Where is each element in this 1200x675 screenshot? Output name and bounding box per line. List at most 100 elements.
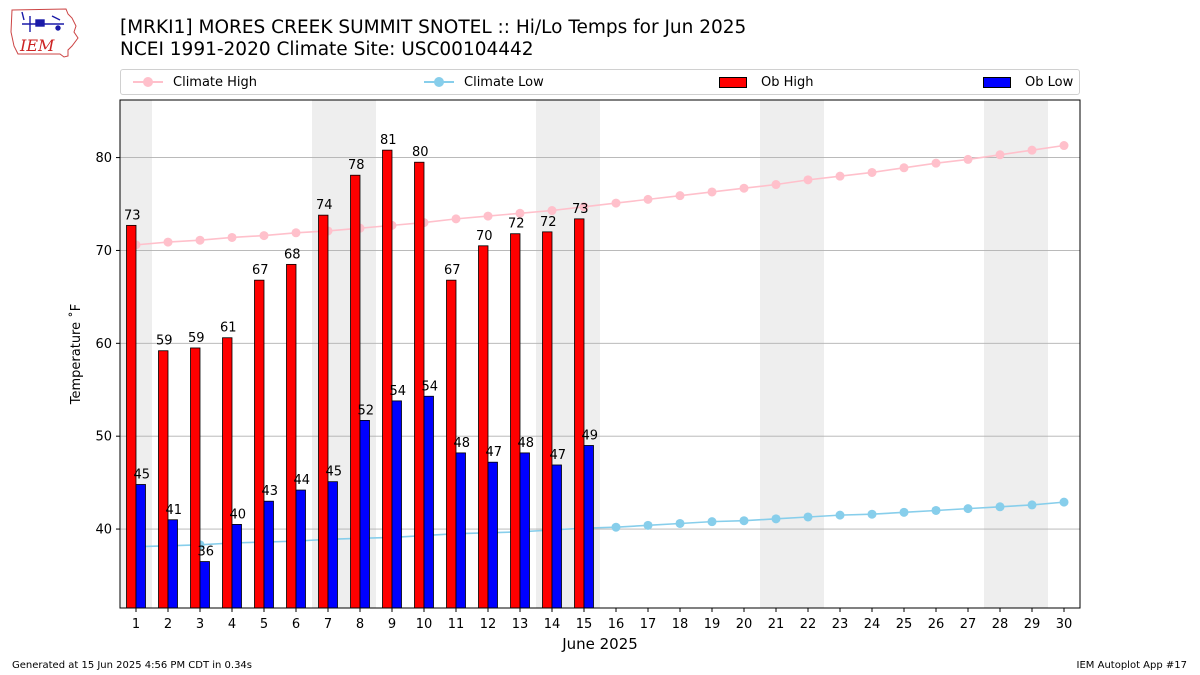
climate-high-point (803, 175, 813, 185)
climate-high-point (931, 158, 941, 168)
ob-high-label: 68 (284, 247, 301, 262)
x-tick-label: 27 (960, 617, 977, 632)
ob-low-label: 45 (133, 467, 150, 482)
climate-high-point (1027, 145, 1037, 155)
ob-low-label: 48 (517, 436, 534, 451)
x-tick-label: 12 (480, 617, 497, 632)
climate-high-point (547, 206, 557, 216)
y-tick-label: 40 (95, 523, 112, 538)
climate-low-point (867, 509, 877, 519)
x-tick-label: 9 (388, 617, 396, 632)
climate-low-point (611, 522, 621, 532)
climate-high-point (451, 214, 461, 224)
x-tick-label: 25 (896, 617, 913, 632)
ob-high-bar (510, 233, 521, 609)
ob-high-label: 59 (188, 331, 205, 346)
climate-low-point (1027, 500, 1037, 510)
climate-low-point (835, 510, 845, 520)
iem-logo: IEM (10, 8, 79, 58)
climate-high-point (963, 154, 973, 164)
ob-high-label: 78 (348, 158, 365, 173)
chart-legend: Climate High Climate Low Ob High Ob Low (120, 69, 1080, 95)
app-credit: IEM Autoplot App #17 (1076, 660, 1187, 671)
ob-low-label: 43 (261, 484, 278, 499)
climate-high-point (195, 235, 205, 245)
climate-high-point (771, 180, 781, 190)
ob-low-bar (423, 395, 434, 609)
ob-low-bar (167, 519, 178, 609)
legend-label-ob-low: Ob Low (1025, 74, 1074, 90)
ob-low-bar (551, 464, 562, 609)
logo-text: IEM (19, 36, 55, 55)
climate-low-point (739, 516, 749, 526)
climate-high-point (515, 208, 525, 218)
climate-high-swatch (133, 76, 163, 88)
climate-high-point (291, 228, 301, 238)
climate-high-point (1059, 141, 1069, 151)
climate-low-point (899, 507, 909, 517)
weekend-shade (792, 100, 824, 608)
ob-low-bar (295, 489, 306, 609)
climate-high-point (259, 231, 269, 241)
ob-low-label: 49 (581, 428, 598, 443)
x-tick-label: 3 (196, 617, 204, 632)
x-tick-label: 29 (1024, 617, 1041, 632)
x-tick-label: 18 (672, 617, 689, 632)
climate-high-point (579, 202, 589, 212)
ob-high-bar (574, 218, 585, 609)
ob-high-label: 70 (476, 229, 493, 244)
x-tick-label: 30 (1056, 617, 1073, 632)
x-tick-label: 19 (704, 617, 721, 632)
ob-low-label: 44 (293, 473, 310, 488)
climate-high-point (899, 163, 909, 173)
x-tick-label: 24 (864, 617, 881, 632)
x-tick-label: 14 (544, 617, 561, 632)
ob-low-bar (487, 461, 498, 609)
legend-label-ob-high: Ob High (761, 74, 814, 90)
generated-timestamp: Generated at 15 Jun 2025 4:56 PM CDT in … (12, 660, 253, 671)
ob-low-label: 40 (229, 507, 246, 522)
legend-item-ob-high: Ob High (719, 70, 814, 94)
ob-low-label: 45 (325, 465, 342, 480)
weekend-shade (1016, 100, 1048, 608)
ob-high-bar (318, 214, 329, 609)
climate-low-point (963, 504, 973, 514)
ob-high-bar (158, 350, 169, 609)
ob-low-bar (263, 500, 274, 609)
climate-high-line (135, 144, 1065, 246)
legend-item-climate-low: Climate Low (424, 70, 544, 94)
ob-high-bar (254, 279, 265, 609)
ob-high-label: 73 (572, 202, 589, 217)
x-tick-label: 2 (164, 617, 172, 632)
x-tick-label: 10 (416, 617, 433, 632)
x-tick-label: 1 (132, 617, 140, 632)
iowa-outline-icon (10, 8, 79, 58)
y-tick-label: 50 (95, 430, 112, 445)
ob-low-bar (519, 452, 530, 609)
climate-low-point (771, 514, 781, 524)
ob-high-bar (286, 263, 297, 609)
ob-low-bar (199, 561, 210, 609)
x-tick-label: 26 (928, 617, 945, 632)
x-tick-label: 6 (292, 617, 300, 632)
y-tick-label: 60 (95, 337, 112, 352)
ob-high-label: 67 (252, 263, 269, 278)
climate-high-point (835, 171, 845, 181)
ob-high-label: 61 (220, 321, 237, 336)
ob-low-label: 47 (485, 445, 502, 460)
ob-low-bar (231, 524, 242, 609)
climate-low-point (675, 518, 685, 528)
climate-low-point (707, 517, 717, 527)
ob-low-label: 36 (197, 545, 214, 560)
climate-high-point (163, 237, 173, 247)
ob-high-label: 72 (540, 215, 557, 230)
ob-high-swatch (719, 76, 747, 88)
x-tick-label: 5 (260, 617, 268, 632)
x-tick-label: 8 (356, 617, 364, 632)
ob-high-label: 59 (156, 334, 173, 349)
ob-high-label: 81 (380, 133, 397, 148)
climate-low-point (643, 520, 653, 530)
ob-high-label: 67 (444, 263, 461, 278)
ob-high-label: 74 (316, 198, 333, 213)
ob-low-label: 47 (549, 448, 566, 463)
